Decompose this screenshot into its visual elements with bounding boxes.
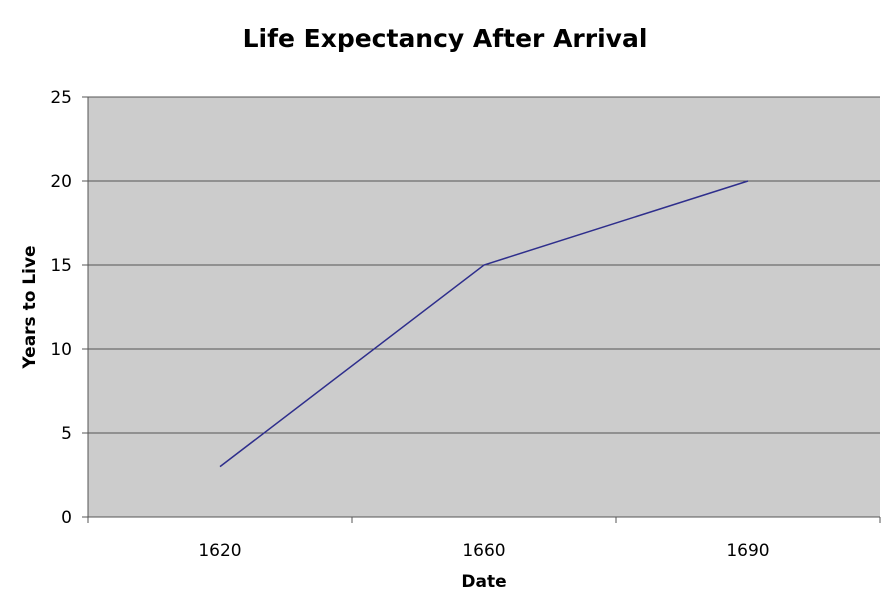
y-tick-label: 25: [50, 88, 72, 108]
series-line: [219, 180, 749, 468]
x-axis-ticks: 1620 1660 1690: [87, 517, 881, 561]
chart-title: Life Expectancy After Arrival: [243, 24, 648, 53]
y-tick-label: 20: [50, 172, 72, 192]
y-axis-title: Years to Live: [20, 245, 40, 369]
y-tick-label: 10: [50, 340, 72, 360]
x-tick-label: 1620: [198, 541, 241, 561]
x-tick-label: 1690: [726, 541, 769, 561]
y-tick-label: 0: [61, 508, 72, 528]
y-tick-label: 15: [50, 256, 72, 276]
x-tick-label: 1660: [462, 541, 505, 561]
y-axis-ticks: 0 5 10 15 20 25: [50, 88, 88, 528]
series-layer: [219, 180, 749, 468]
y-tick-label: 5: [61, 424, 72, 444]
plot-area: [88, 97, 880, 517]
x-axis-title: Date: [461, 572, 506, 592]
